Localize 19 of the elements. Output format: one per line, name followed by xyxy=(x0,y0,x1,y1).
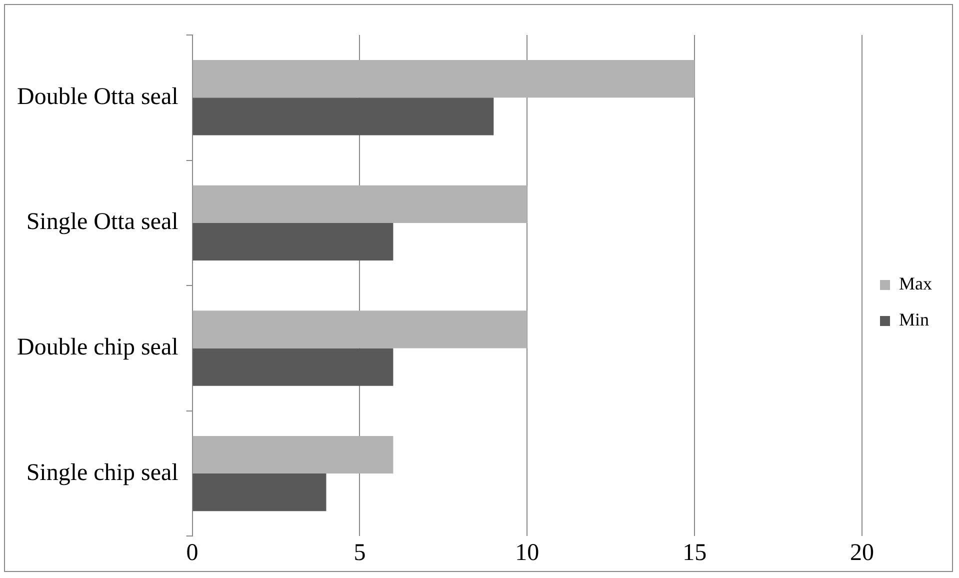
bar xyxy=(192,60,695,98)
x-tick-label: 0 xyxy=(186,540,198,566)
y-tick-label: Double chip seal xyxy=(16,334,179,361)
bar xyxy=(192,185,528,223)
x-tick-label: 5 xyxy=(354,540,366,566)
x-tick-label: 10 xyxy=(515,540,540,566)
bar xyxy=(192,436,394,474)
y-tick-label: Double Otta seal xyxy=(16,84,179,110)
bar xyxy=(192,474,326,512)
x-tick-label: 20 xyxy=(850,540,874,566)
y-tick-label: Single Otta seal xyxy=(26,209,179,236)
y-tick-label: Single chip seal xyxy=(26,460,179,486)
bar xyxy=(192,222,394,261)
bar xyxy=(192,348,394,386)
legend-label: Max xyxy=(899,274,932,294)
bar xyxy=(192,310,528,348)
x-tick-label: 15 xyxy=(682,540,707,566)
legend-label: Min xyxy=(899,310,930,330)
bar xyxy=(192,98,494,136)
